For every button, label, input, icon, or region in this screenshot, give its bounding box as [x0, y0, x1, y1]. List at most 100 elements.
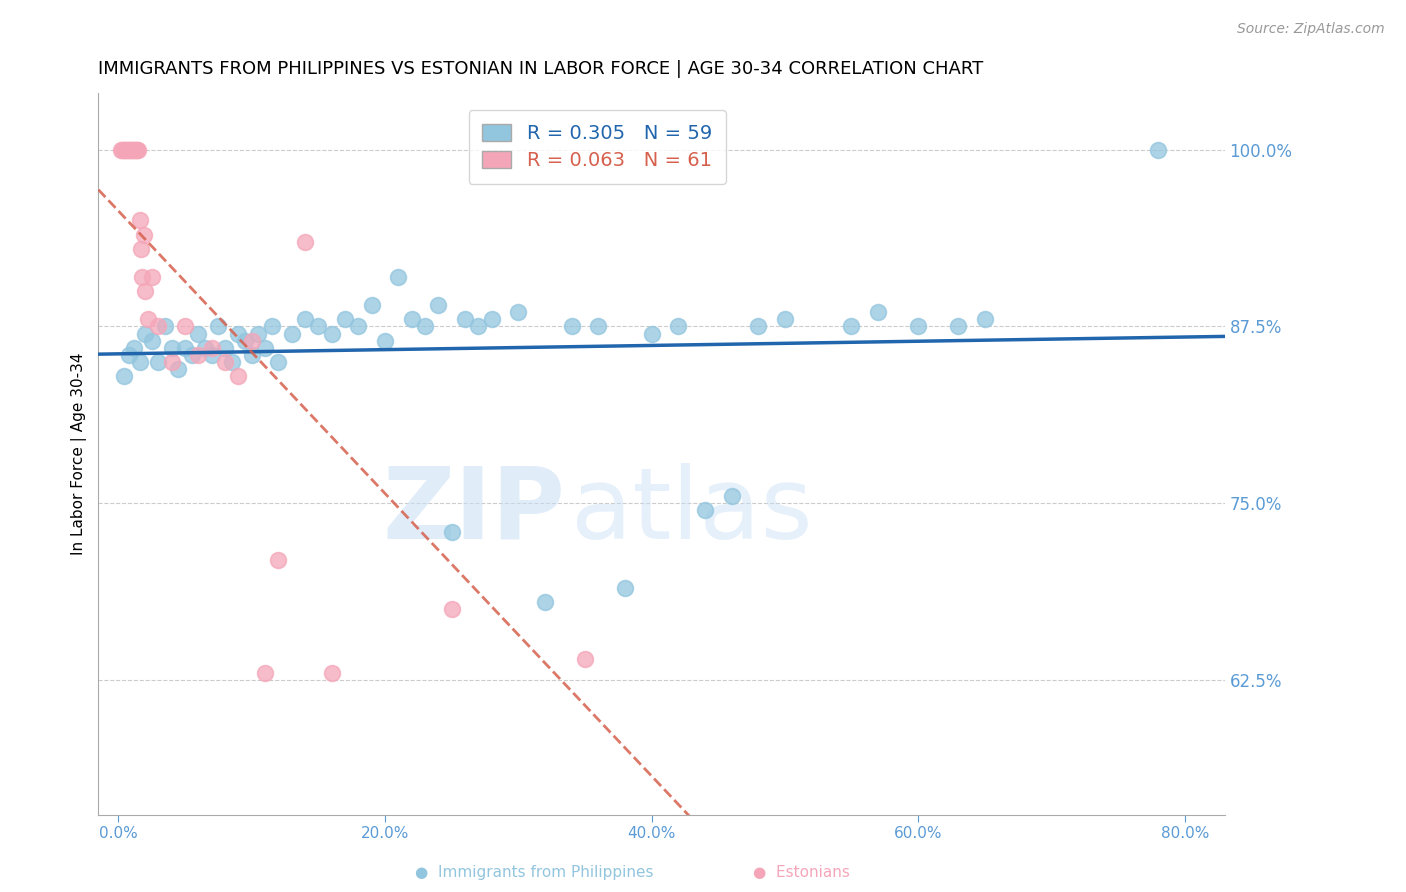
Text: atlas: atlas — [571, 463, 813, 560]
Point — [207, 319, 229, 334]
Point — [167, 362, 190, 376]
Point — [160, 341, 183, 355]
Point — [467, 319, 489, 334]
Point — [247, 326, 270, 341]
Point — [773, 312, 796, 326]
Point — [907, 319, 929, 334]
Point — [124, 341, 146, 355]
Text: ZIP: ZIP — [382, 463, 565, 560]
Point — [110, 143, 132, 157]
Point — [360, 298, 382, 312]
Point — [118, 143, 141, 157]
Point — [586, 319, 609, 334]
Point — [333, 312, 356, 326]
Point — [128, 213, 150, 227]
Point — [187, 348, 209, 362]
Point — [374, 334, 396, 348]
Point — [111, 143, 134, 157]
Point — [117, 143, 139, 157]
Point — [132, 227, 155, 242]
Point — [121, 143, 143, 157]
Point — [973, 312, 995, 326]
Point — [240, 348, 263, 362]
Point — [221, 355, 243, 369]
Point — [114, 143, 136, 157]
Point — [321, 666, 343, 681]
Point — [561, 319, 583, 334]
Point — [640, 326, 662, 341]
Point — [868, 305, 890, 319]
Point — [481, 312, 503, 326]
Point — [321, 326, 343, 341]
Point — [134, 284, 156, 298]
Point — [267, 355, 290, 369]
Text: IMMIGRANTS FROM PHILIPPINES VS ESTONIAN IN LABOR FORCE | AGE 30-34 CORRELATION C: IMMIGRANTS FROM PHILIPPINES VS ESTONIAN … — [98, 60, 984, 78]
Legend: R = 0.305   N = 59, R = 0.063   N = 61: R = 0.305 N = 59, R = 0.063 N = 61 — [468, 110, 725, 184]
Point — [118, 348, 141, 362]
Point — [226, 326, 249, 341]
Text: Source: ZipAtlas.com: Source: ZipAtlas.com — [1237, 22, 1385, 37]
Point — [201, 341, 224, 355]
Point — [294, 312, 316, 326]
Point — [128, 355, 150, 369]
Point — [347, 319, 370, 334]
Point — [194, 341, 217, 355]
Point — [122, 143, 145, 157]
Point — [112, 143, 135, 157]
Point — [120, 143, 142, 157]
Point — [666, 319, 689, 334]
Point — [693, 503, 716, 517]
Point — [136, 312, 159, 326]
Point — [124, 143, 146, 157]
Point — [124, 143, 146, 157]
Point — [747, 319, 769, 334]
Point — [841, 319, 863, 334]
Point — [148, 355, 170, 369]
Point — [253, 666, 276, 681]
Point — [387, 269, 409, 284]
Point — [125, 143, 148, 157]
Y-axis label: In Labor Force | Age 30-34: In Labor Force | Age 30-34 — [72, 352, 87, 555]
Point — [160, 355, 183, 369]
Point — [153, 319, 176, 334]
Point — [508, 305, 530, 319]
Point — [214, 341, 236, 355]
Point — [1147, 143, 1170, 157]
Point — [946, 319, 969, 334]
Text: ●  Estonians: ● Estonians — [754, 865, 849, 880]
Point — [226, 368, 249, 383]
Point — [413, 319, 436, 334]
Point — [127, 143, 149, 157]
Point — [174, 319, 197, 334]
Point — [240, 334, 263, 348]
Point — [267, 553, 290, 567]
Point — [180, 348, 202, 362]
Point — [115, 143, 138, 157]
Point — [401, 312, 423, 326]
Point — [720, 489, 742, 503]
Point — [174, 341, 197, 355]
Point — [280, 326, 302, 341]
Point — [440, 524, 463, 539]
Point — [201, 348, 224, 362]
Point — [534, 595, 557, 609]
Point — [260, 319, 283, 334]
Point — [613, 581, 636, 595]
Point — [187, 326, 209, 341]
Point — [148, 319, 170, 334]
Point — [141, 269, 163, 284]
Text: ●  Immigrants from Philippines: ● Immigrants from Philippines — [415, 865, 654, 880]
Point — [214, 355, 236, 369]
Point — [440, 602, 463, 616]
Point — [307, 319, 329, 334]
Point — [427, 298, 450, 312]
Point — [233, 334, 256, 348]
Point — [112, 368, 135, 383]
Point — [574, 652, 596, 666]
Point — [454, 312, 477, 326]
Point — [134, 326, 156, 341]
Point — [294, 235, 316, 249]
Point — [253, 341, 276, 355]
Point — [129, 242, 152, 256]
Point — [131, 269, 153, 284]
